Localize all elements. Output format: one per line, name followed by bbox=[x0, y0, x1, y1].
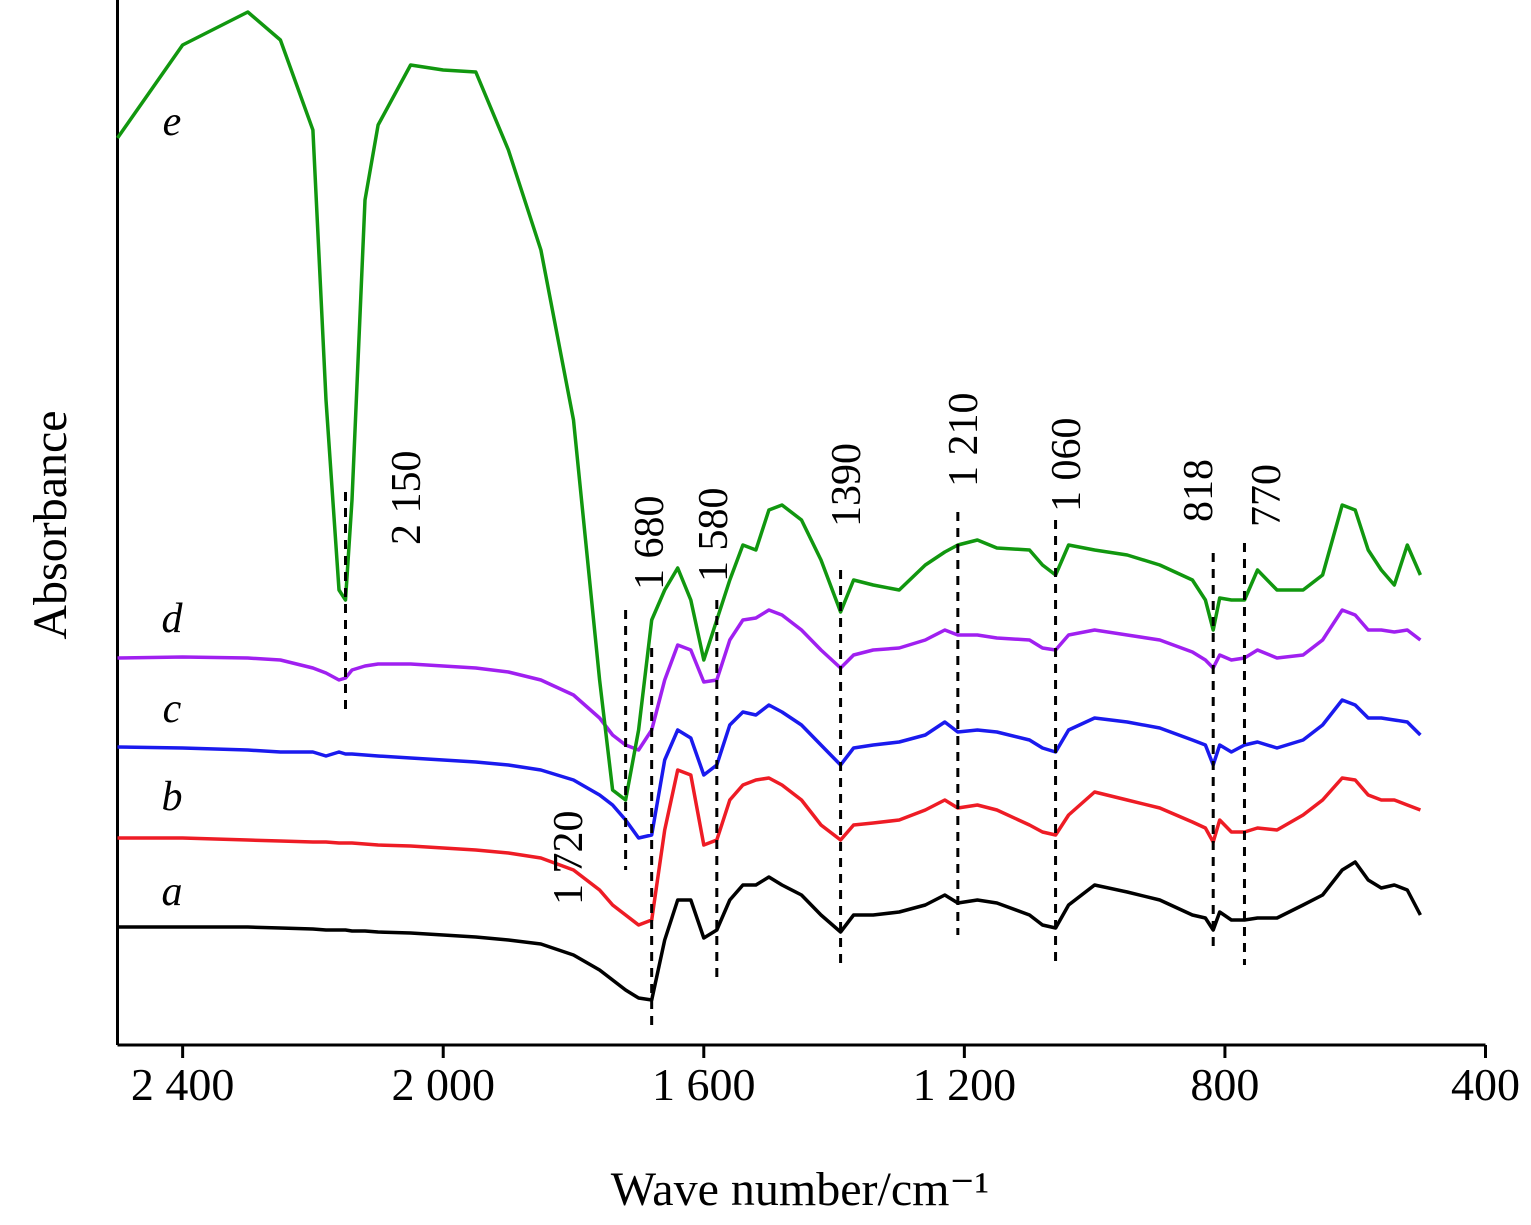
peak-label: 1 210 bbox=[941, 393, 987, 488]
series-label: d bbox=[162, 596, 184, 642]
series-label: a bbox=[162, 869, 183, 915]
spectrum-line bbox=[117, 608, 1422, 752]
x-tick-label: 1 600 bbox=[652, 1059, 756, 1110]
peak-label: 2 150 bbox=[384, 451, 430, 546]
x-tick-label: 2 400 bbox=[131, 1059, 235, 1110]
x-axis-title: Wave number/cm⁻¹ bbox=[611, 1163, 989, 1216]
spectrum-line bbox=[117, 860, 1422, 1002]
x-tick-label: 1 200 bbox=[913, 1059, 1017, 1110]
peak-label: 1 680 bbox=[627, 496, 673, 591]
x-tick-label: 2 000 bbox=[391, 1059, 495, 1110]
spectrum-line bbox=[117, 698, 1422, 840]
peak-label: 1390 bbox=[824, 443, 870, 527]
peak-label: 1 060 bbox=[1044, 418, 1090, 513]
series-label: b bbox=[162, 774, 183, 820]
peak-label: 818 bbox=[1176, 459, 1222, 522]
y-axis-title: Absorbance bbox=[24, 410, 77, 639]
peak-label: 770 bbox=[1244, 464, 1290, 527]
x-tick-label: 800 bbox=[1190, 1059, 1259, 1110]
series-label: e bbox=[163, 99, 182, 145]
spectrum-line bbox=[116, 10, 1423, 802]
peak-label: 1 720 bbox=[546, 811, 592, 906]
peak-label: 1 580 bbox=[691, 488, 737, 583]
spectrum-line bbox=[117, 768, 1422, 927]
x-tick-label: 400 bbox=[1451, 1059, 1520, 1110]
series-label: c bbox=[163, 686, 182, 732]
